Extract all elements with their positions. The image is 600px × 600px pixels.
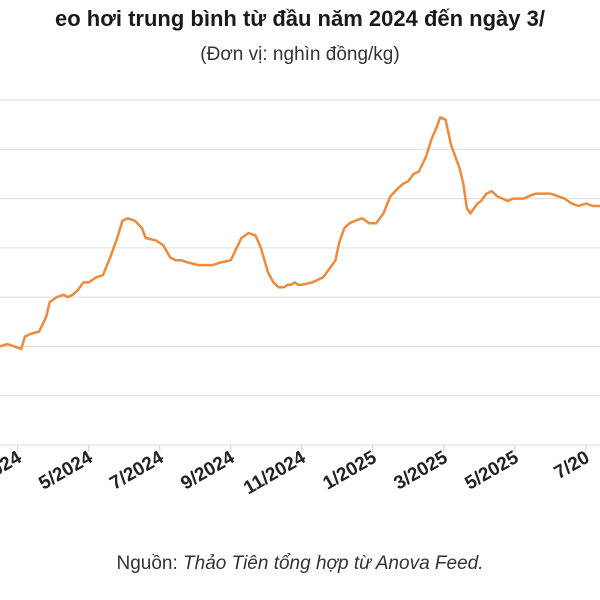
x-tick-label: 11/2024 (240, 447, 309, 499)
series-line (0, 116, 600, 351)
gridlines (0, 99, 600, 446)
source-text: Thảo Tiên tổng hợp từ Anova Feed. (183, 553, 484, 574)
series-layer (0, 116, 600, 351)
x-tick-label: 3/2025 (390, 447, 451, 494)
x-tick-label: 7/20 (551, 447, 594, 484)
source-note: Nguồn: Thảo Tiên tổng hợp từ Anova Feed. (0, 553, 600, 575)
x-tick-label: 9/2024 (177, 447, 238, 494)
source-prefix: Nguồn: (116, 553, 184, 574)
x-axis-ticks: 2024 5/2024 7/2024 9/2024 11/2024 1/2025 3/202… (0, 445, 593, 499)
x-tick-label: 5/2025 (461, 447, 522, 494)
chart-subtitle: (Đơn vị: nghìn đồng/kg) (200, 44, 400, 65)
x-tick-label: 1/2025 (319, 447, 380, 494)
chart-title: eo hơi trung bình từ đầu năm 2024 đến ng… (55, 6, 545, 31)
x-tick-label: 2024 (0, 447, 26, 487)
x-tick-label: 7/2024 (106, 447, 167, 494)
x-tick-label: 5/2024 (35, 447, 96, 494)
